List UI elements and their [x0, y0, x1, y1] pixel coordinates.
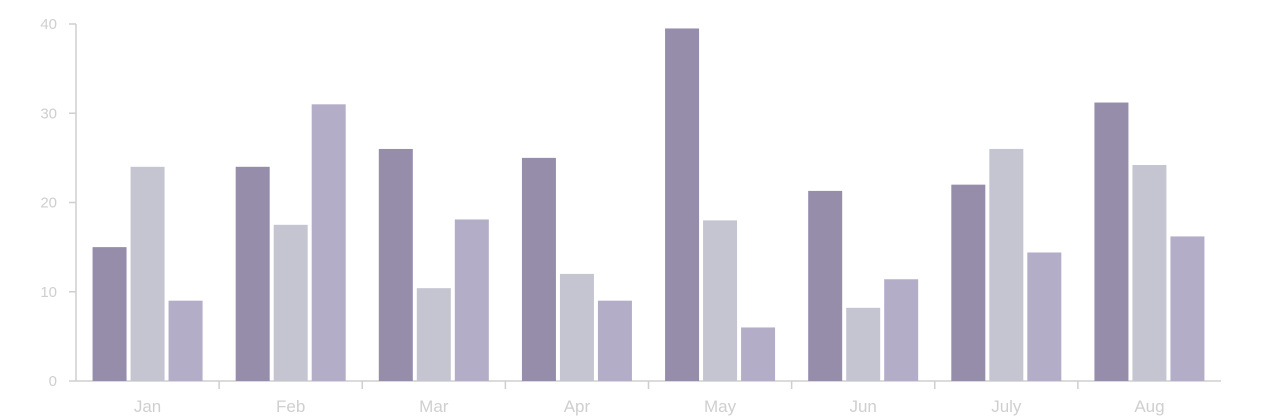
bar-aug-series-3: [1170, 236, 1205, 381]
x-tick-label: July: [991, 397, 1022, 416]
bar-aug-series-2: [1132, 165, 1167, 381]
bar-aug-series-1: [1094, 102, 1129, 381]
bar-july-series-1: [951, 184, 986, 381]
bar-mar-series-1: [378, 148, 413, 381]
y-tick-label: 20: [40, 195, 57, 212]
y-tick-label: 10: [40, 284, 57, 301]
bar-feb-series-2: [273, 224, 308, 381]
bar-july-series-2: [989, 148, 1024, 381]
bar-jun-series-1: [808, 190, 843, 381]
bar-jan-series-1: [92, 247, 127, 381]
bar-apr-series-3: [597, 300, 632, 381]
bars: [92, 28, 1205, 382]
bar-jan-series-2: [130, 166, 165, 381]
y-tick-label: 40: [40, 16, 57, 33]
bar-apr-series-1: [521, 157, 556, 381]
bar-feb-series-1: [235, 166, 270, 381]
bar-jan-series-3: [168, 300, 203, 381]
bar-jun-series-3: [884, 279, 919, 381]
x-tick-label: Aug: [1134, 397, 1164, 416]
x-tick-label: Apr: [564, 397, 591, 416]
x-tick-label: Feb: [276, 397, 305, 416]
x-tick-label: Jan: [134, 397, 161, 416]
bar-apr-series-2: [559, 273, 594, 381]
y-axis: 0 10 20 30 40: [40, 16, 77, 390]
bar-jun-series-2: [846, 307, 881, 381]
bar-may-series-1: [665, 28, 700, 382]
x-tick-label: May: [704, 397, 737, 416]
bar-may-series-2: [703, 220, 738, 381]
bar-mar-series-2: [416, 288, 451, 381]
x-tick-label: Jun: [849, 397, 876, 416]
bar-feb-series-3: [311, 104, 346, 381]
bar-may-series-3: [741, 327, 776, 381]
y-tick-label: 0: [49, 373, 57, 390]
x-axis: Jan Feb Mar Apr May Jun July Aug: [76, 380, 1221, 416]
bar-july-series-3: [1027, 252, 1062, 381]
x-tick-label: Mar: [419, 397, 449, 416]
bar-mar-series-3: [454, 219, 489, 381]
y-tick-label: 30: [40, 105, 57, 122]
